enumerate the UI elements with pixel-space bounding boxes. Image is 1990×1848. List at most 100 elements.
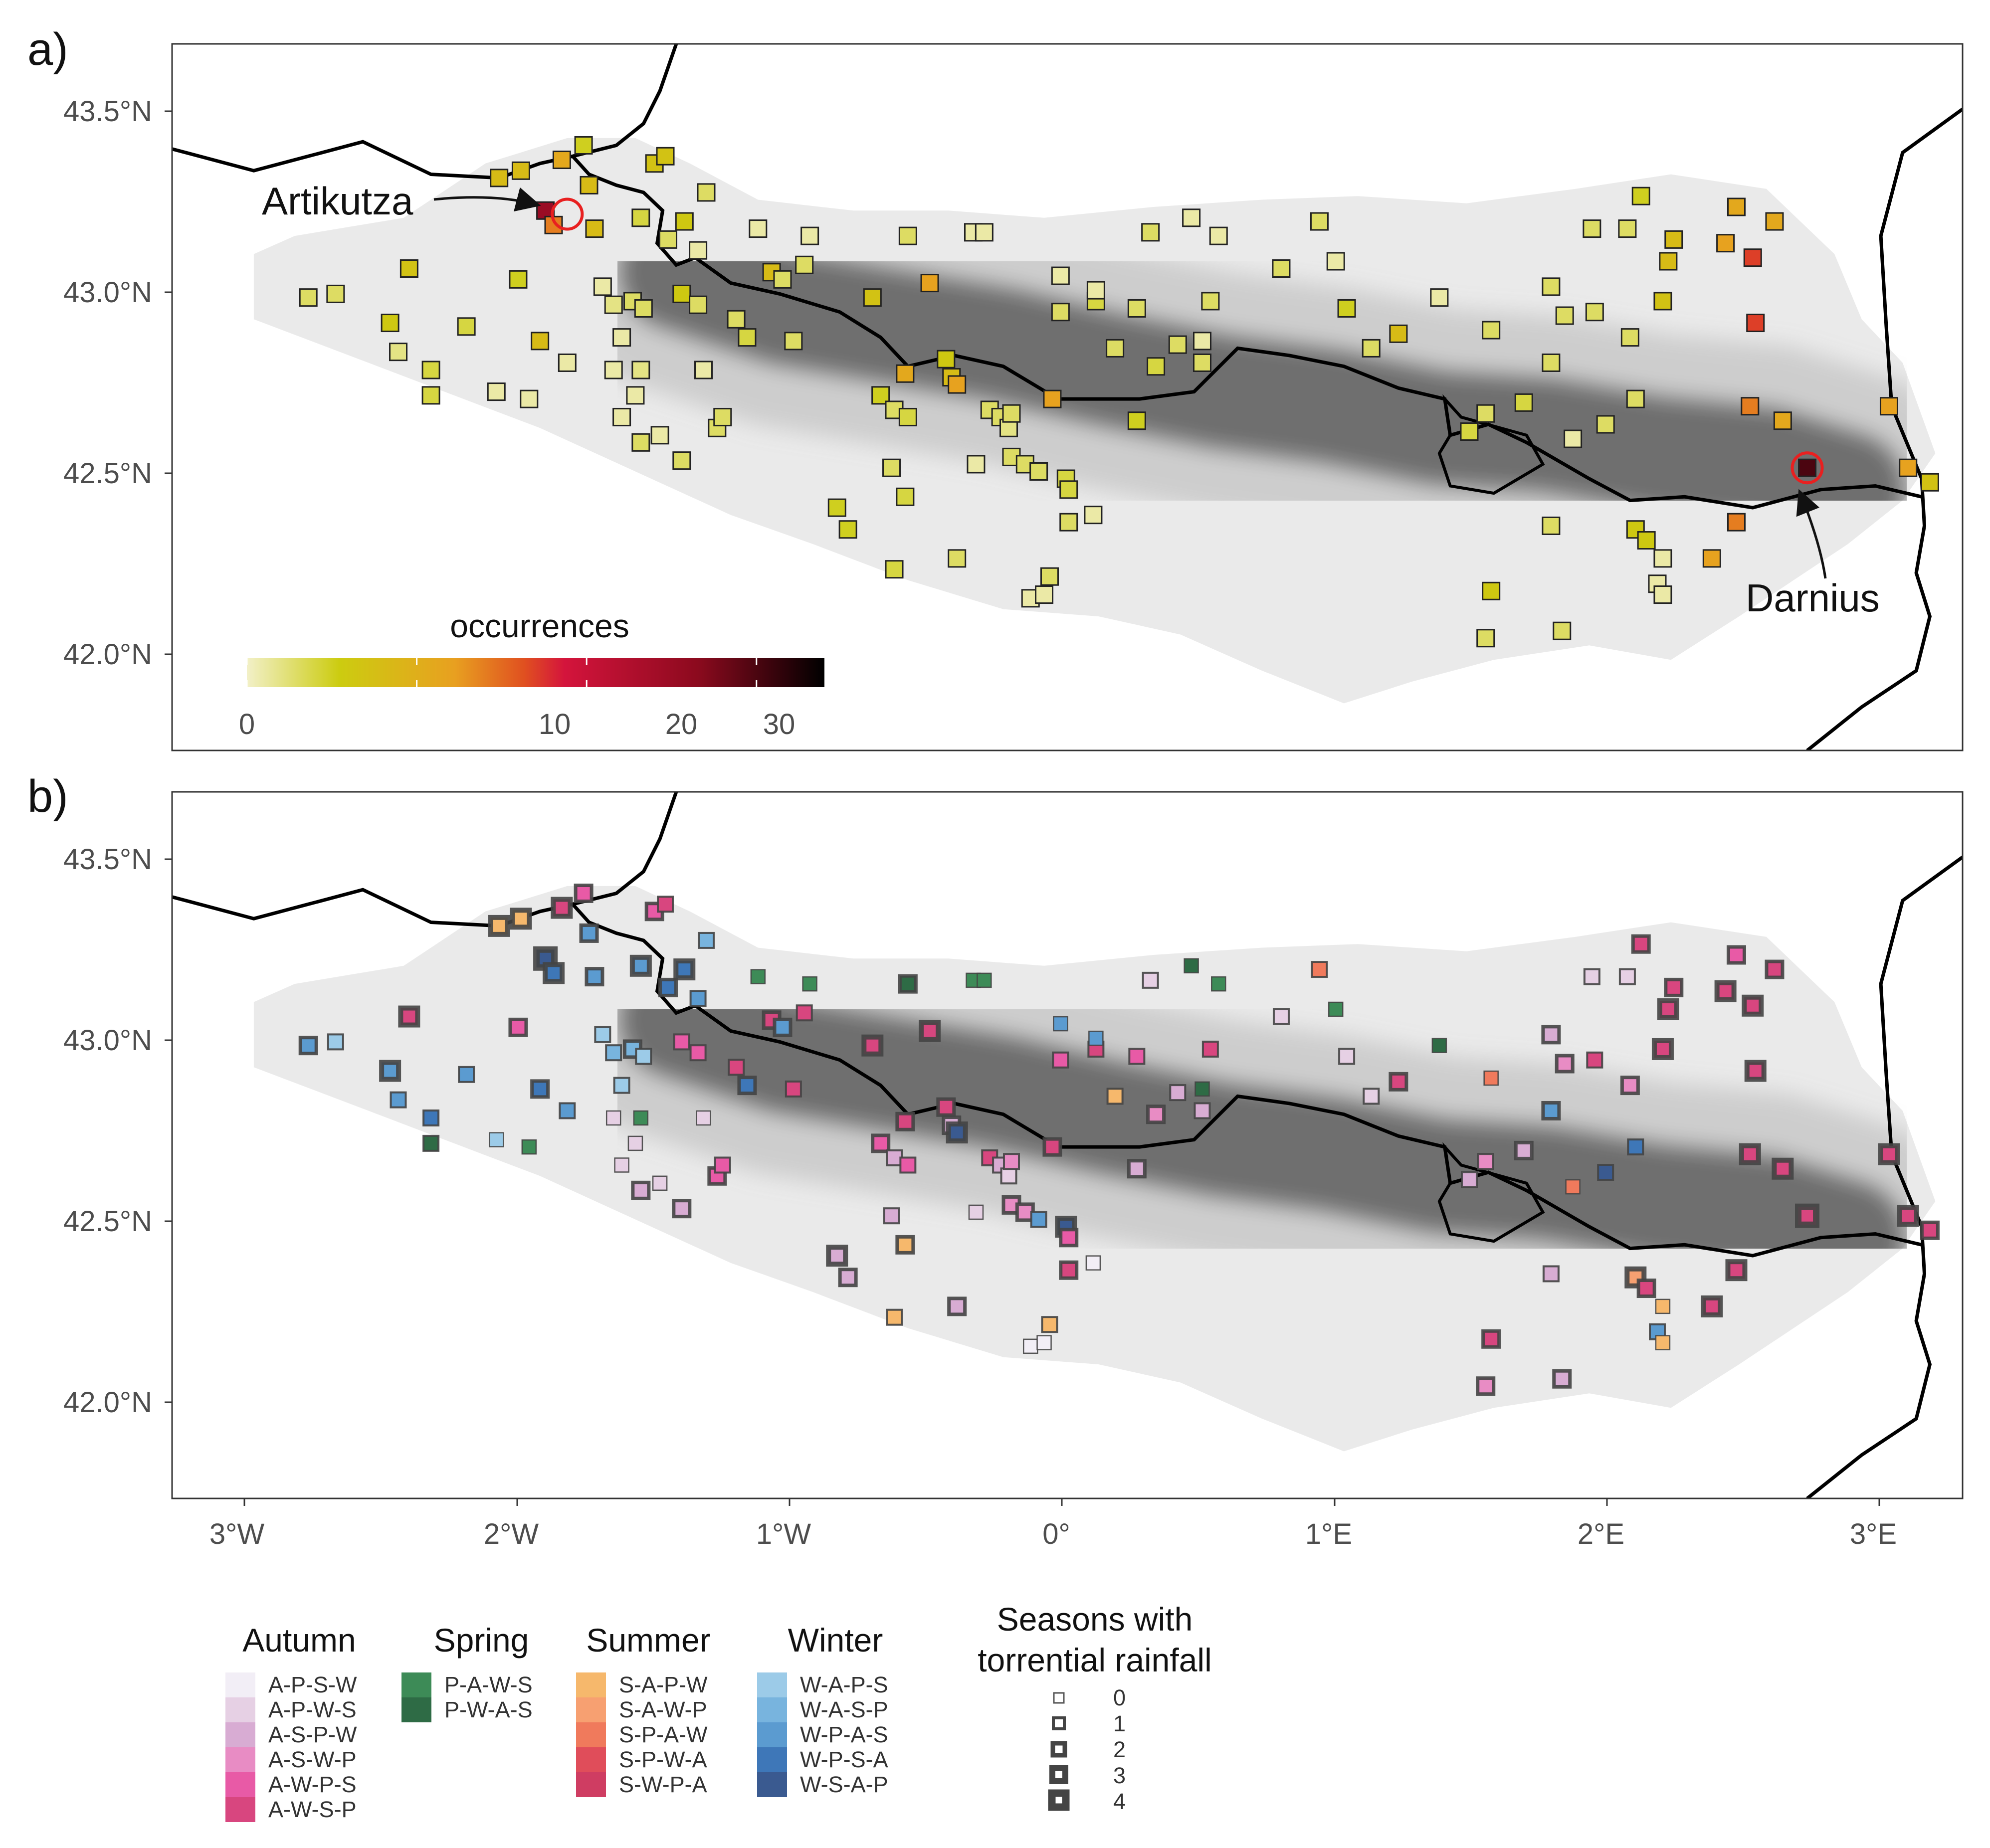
station-marker [1620, 328, 1639, 347]
y-tick-label: 43.0°N [63, 276, 152, 309]
station-marker [1431, 1038, 1447, 1053]
station-marker [899, 1156, 917, 1174]
station-marker [689, 990, 707, 1007]
station-marker [612, 328, 631, 347]
station-marker [594, 1026, 611, 1043]
station-marker [1637, 531, 1656, 550]
station-marker [490, 169, 509, 187]
station-marker [1002, 404, 1021, 423]
x-axis-b: 3°W 2°W 1°W 0° 1°E 2°E 3°E [209, 1498, 1897, 1550]
size-legend-label: 3 [1113, 1763, 1126, 1788]
station-marker [552, 151, 571, 170]
legend-item-label: W-A-S-P [800, 1697, 888, 1722]
station-marker [1541, 1101, 1561, 1120]
station-marker [574, 883, 594, 903]
y-tick-label: 42.0°N [63, 1386, 152, 1419]
station-marker [967, 455, 986, 474]
station-marker [1002, 1153, 1020, 1170]
station-marker [1655, 1298, 1671, 1314]
legend-group-title-winter: Winter [788, 1622, 883, 1659]
station-marker [727, 310, 746, 329]
station-marker [1194, 1102, 1211, 1119]
station-marker [1059, 513, 1078, 532]
station-marker [1714, 980, 1737, 1002]
station-marker [1482, 321, 1501, 340]
season-legend: Autumn Spring Summer Winter A-P-S-W A-P-… [225, 1622, 888, 1822]
station-marker [714, 1156, 731, 1174]
station-marker [1653, 292, 1672, 311]
station-marker [1337, 299, 1356, 318]
legend-group-title-spring: Spring [434, 1622, 529, 1659]
station-marker [1651, 1038, 1674, 1060]
panel-a: a) 43.5°N 43.0°N 42.5°N 42.0°N occurrenc… [27, 24, 1964, 751]
station-marker [968, 1204, 984, 1220]
station-marker [1142, 971, 1159, 989]
x-tick-label: 3°E [1850, 1518, 1897, 1550]
station-marker [627, 1135, 643, 1151]
station-marker [784, 332, 803, 351]
station-marker [898, 226, 917, 245]
station-marker [1310, 212, 1329, 231]
station-marker [1430, 288, 1449, 307]
station-marker [422, 1109, 440, 1126]
station-marker [1146, 1105, 1166, 1124]
station-marker [1272, 259, 1291, 278]
station-marker [604, 295, 623, 314]
station-marker [574, 136, 593, 155]
station-marker [827, 498, 846, 517]
annotation-artikutza-ring [551, 197, 584, 231]
station-marker [531, 332, 550, 351]
map-area-b [172, 792, 1963, 1498]
station-marker [937, 350, 956, 369]
station-marker [1725, 1259, 1748, 1282]
station-marker [605, 1110, 621, 1126]
legend-swatch [576, 1672, 606, 1697]
country-border [571, 155, 1922, 510]
station-marker [838, 520, 857, 539]
annotation-darnius-arrow [1796, 489, 1827, 579]
station-marker [975, 223, 994, 242]
station-marker [1476, 404, 1495, 423]
legend-swatch [757, 1747, 787, 1772]
station-marker [1127, 299, 1146, 318]
x-tick-label: 2°E [1578, 1518, 1624, 1550]
station-marker [580, 176, 598, 194]
y-tick-label: 43.5°N [63, 95, 152, 128]
station-marker [947, 1296, 967, 1316]
legend-swatch [401, 1697, 431, 1722]
station-marker [633, 1110, 649, 1126]
colorbar-tick-label: 0 [239, 708, 255, 740]
station-marker [1362, 339, 1381, 358]
country-border [571, 903, 1922, 1258]
station-marker [658, 230, 677, 249]
station-marker [1583, 968, 1600, 985]
station-marker [389, 343, 408, 362]
station-marker [1542, 1265, 1560, 1283]
legend-item-label: S-A-P-W [619, 1672, 708, 1697]
station-marker [626, 386, 645, 405]
station-marker [631, 361, 650, 379]
station-marker [1798, 458, 1817, 477]
station-marker [579, 923, 599, 943]
panel-label-a: a) [27, 24, 68, 75]
station-marker [1169, 1084, 1187, 1102]
annotations: Artikutza Darnius [262, 179, 1880, 620]
station-marker [919, 1020, 941, 1042]
legend-swatch [225, 1797, 255, 1822]
station-marker [593, 277, 612, 296]
station-marker [1744, 1060, 1767, 1082]
legend-item-label: W-S-A-P [800, 1772, 888, 1797]
station-marker [1029, 462, 1048, 481]
station-marker [326, 284, 345, 303]
station-marker [1620, 1076, 1640, 1096]
station-marker [1035, 585, 1054, 604]
y-tick-label: 43.5°N [63, 843, 152, 876]
station-marker [1596, 415, 1615, 434]
legend-swatch [576, 1747, 606, 1772]
station-marker [542, 962, 565, 984]
station-marker [1657, 998, 1679, 1020]
station-marker [1476, 629, 1495, 648]
size-legend-symbol-1 [1052, 1716, 1066, 1730]
station-marker [1326, 252, 1345, 271]
station-marker [1773, 411, 1792, 430]
